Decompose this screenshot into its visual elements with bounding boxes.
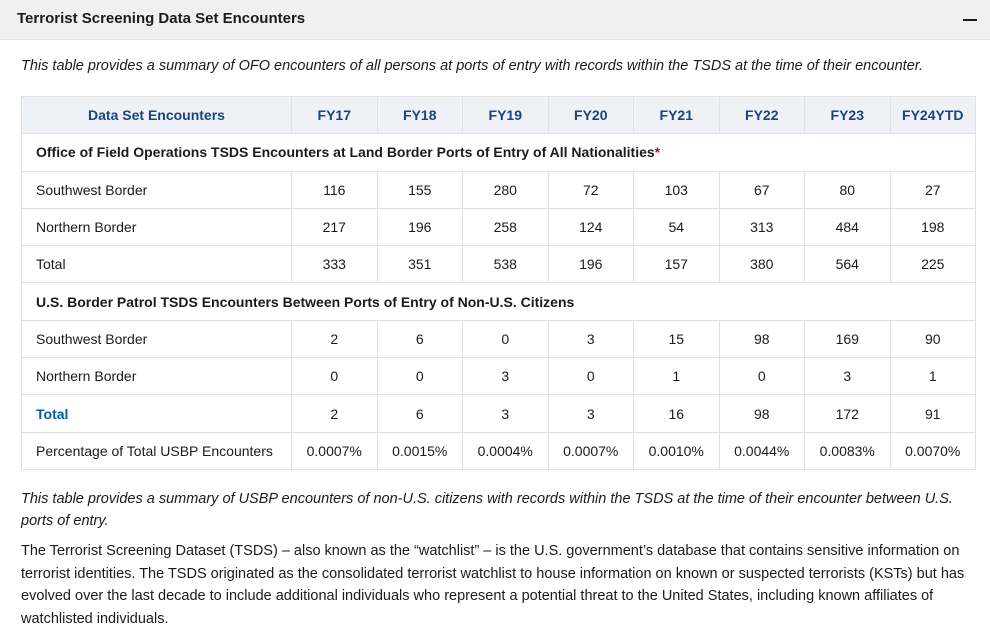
header-fy21: FY21 [633,95,720,135]
cell-value: 2 [291,394,378,433]
tsds-description: The Terrorist Screening Dataset (TSDS) –… [21,543,965,627]
cell-value: 157 [633,245,720,284]
cell-value: 3 [547,319,634,359]
total-link[interactable]: Total [36,405,69,422]
cell-value: 3 [804,357,891,396]
table-header-row: Data Set Encounters FY17 FY18 FY19 FY20 … [21,95,976,135]
header-fy24ytd: FY24YTD [889,95,976,135]
section-usbp-title: U.S. Border Patrol TSDS Encounters Betwe… [21,282,976,321]
table-row: Northern Border 0 0 3 0 1 0 3 1 [21,357,976,396]
cell-value: 0.0044% [718,431,805,470]
cell-value: 0.0083% [804,431,891,470]
cell-value: 72 [547,170,634,209]
section-ofo-title-text: Office of Field Operations TSDS Encounte… [36,144,655,161]
collapse-button[interactable] [958,6,982,32]
cell-value: 98 [718,319,805,359]
accordion-content: This table provides a summary of OFO enc… [0,40,990,631]
cell-value: 313 [718,207,805,247]
cell-value: 564 [804,245,891,284]
cell-value: 198 [889,207,976,247]
cell-value: 124 [547,207,634,247]
section-ofo-title: Office of Field Operations TSDS Encounte… [21,133,976,172]
row-label: Northern Border [21,207,292,247]
cell-value: 172 [804,394,891,433]
cell-value: 2 [291,319,378,359]
cell-value: 116 [291,170,378,209]
table-note: This table provides a summary of USBP en… [21,491,953,529]
row-label: Percentage of Total USBP Encounters [21,431,292,470]
cell-value: 0 [376,357,463,396]
cell-value: 333 [291,245,378,284]
cell-value: 0 [291,357,378,396]
cell-value: 98 [718,394,805,433]
cell-value: 484 [804,207,891,247]
header-fy22: FY22 [718,95,805,135]
header-fy19: FY19 [462,95,549,135]
row-label: Southwest Border [21,319,292,359]
cell-value: 91 [889,394,976,433]
cell-value: 0.0070% [889,431,976,470]
cell-value: 155 [376,170,463,209]
cell-value: 538 [462,245,549,284]
cell-value: 16 [633,394,720,433]
cell-value: 0.0015% [376,431,463,470]
cell-value: 196 [547,245,634,284]
table-row: Northern Border 217 196 258 124 54 313 4… [21,207,976,247]
table-row: Total 2 6 3 3 16 98 172 91 [21,394,976,433]
cell-value: 217 [291,207,378,247]
cell-value: 280 [462,170,549,209]
cell-value: 1 [889,357,976,396]
cell-value: 15 [633,319,720,359]
accordion-title[interactable]: Terrorist Screening Data Set Encounters [17,10,306,27]
cell-value: 169 [804,319,891,359]
cell-value: 54 [633,207,720,247]
encounters-table: Data Set Encounters FY17 FY18 FY19 FY20 … [21,95,976,470]
cell-value: 3 [462,394,549,433]
table-intro: This table provides a summary of OFO enc… [21,58,924,74]
cell-value: 6 [376,394,463,433]
section-ofo-header: Office of Field Operations TSDS Encounte… [21,133,976,172]
table-row: Southwest Border 116 155 280 72 103 67 8… [21,170,976,209]
cell-value: 196 [376,207,463,247]
header-fy20: FY20 [547,95,634,135]
accordion-header[interactable]: Terrorist Screening Data Set Encounters [0,0,990,40]
cell-value: 351 [376,245,463,284]
cell-value: 90 [889,319,976,359]
cell-value: 3 [462,357,549,396]
cell-value: 380 [718,245,805,284]
table-row: Southwest Border 2 6 0 3 15 98 169 90 [21,319,976,359]
cell-value: 0.0010% [633,431,720,470]
table-row: Percentage of Total USBP Encounters 0.00… [21,431,976,470]
cell-value: 225 [889,245,976,284]
cell-value: 67 [718,170,805,209]
cell-value: 0.0007% [291,431,378,470]
header-fy17: FY17 [291,95,378,135]
cell-value: 258 [462,207,549,247]
header-fy23: FY23 [804,95,891,135]
cell-value: 27 [889,170,976,209]
cell-value: 0.0007% [547,431,634,470]
row-label: Total [21,245,292,284]
cell-value: 6 [376,319,463,359]
section-usbp-header: U.S. Border Patrol TSDS Encounters Betwe… [21,282,976,321]
minus-icon [963,19,977,21]
cell-value: 0.0004% [462,431,549,470]
cell-value: 80 [804,170,891,209]
cell-value: 0 [547,357,634,396]
row-label: Northern Border [21,357,292,396]
header-fy18: FY18 [376,95,463,135]
cell-value: 103 [633,170,720,209]
cell-value: 0 [462,319,549,359]
row-label: Southwest Border [21,170,292,209]
row-label-total-link[interactable]: Total [21,394,292,433]
cell-value: 1 [633,357,720,396]
footnote-asterisk: * [654,144,661,161]
cell-value: 0 [718,357,805,396]
header-data-set-encounters: Data Set Encounters [21,95,292,135]
table-row: Total 333 351 538 196 157 380 564 225 [21,245,976,284]
cell-value: 3 [547,394,634,433]
